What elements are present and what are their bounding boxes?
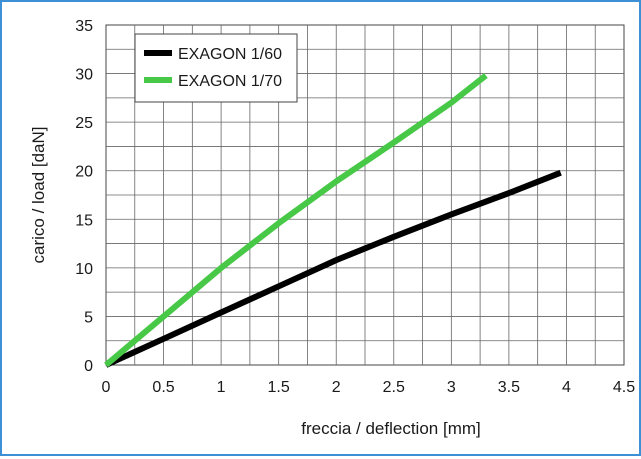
legend-box xyxy=(134,33,298,103)
x-tick-label: 4.5 xyxy=(613,379,635,396)
series-lines xyxy=(104,73,562,368)
y-axis-label: carico / load [daN] xyxy=(29,126,48,263)
y-tick-label: 0 xyxy=(84,358,93,375)
x-axis-label: freccia / deflection [mm] xyxy=(301,419,481,438)
x-tick-label: 1 xyxy=(217,379,226,396)
x-tick-label: 3 xyxy=(447,379,456,396)
x-tick-label: 3.5 xyxy=(498,379,520,396)
line-chart: 0 0.5 1 1.5 2 2.5 3 3.5 4 4.5 0 5 10 15 20 25 30 35 frec… xyxy=(29,18,636,438)
x-tick-label: 1.5 xyxy=(268,379,290,396)
series-line-2 xyxy=(104,73,488,368)
x-tick-label: 4 xyxy=(562,379,571,396)
y-tick-label: 5 xyxy=(84,309,93,326)
x-tick-label: 0.5 xyxy=(152,379,174,396)
x-tick-label: 2.5 xyxy=(383,379,405,396)
grid-lines xyxy=(106,25,624,365)
x-tick-label: 2 xyxy=(332,379,341,396)
y-tick-label: 30 xyxy=(75,67,93,84)
series-line-1 xyxy=(104,169,562,368)
y-tick-label: 20 xyxy=(75,164,93,181)
y-tick-label: 10 xyxy=(75,261,93,278)
y-tick-label: 35 xyxy=(75,18,93,35)
legend-label: EXAGON 1/70 xyxy=(178,73,282,90)
y-tick-label: 25 xyxy=(75,115,93,132)
x-axis-ticks: 0 0.5 1 1.5 2 2.5 3 3.5 4 4.5 xyxy=(102,379,636,396)
legend: EXAGON 1/60 EXAGON 1/70 xyxy=(134,33,298,103)
y-tick-label: 15 xyxy=(75,212,93,229)
y-axis-ticks: 0 5 10 15 20 25 30 35 xyxy=(75,18,93,375)
legend-label: EXAGON 1/60 xyxy=(178,46,282,63)
x-tick-label: 0 xyxy=(102,379,111,396)
